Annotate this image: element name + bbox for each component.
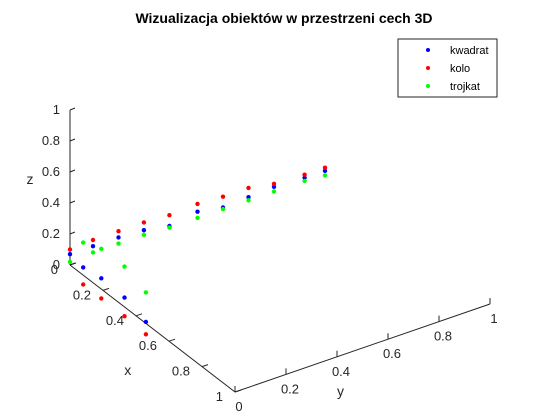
point-kwadrat — [81, 265, 86, 270]
axes-3d: 0 0.2 0.4 0.6 0.8 1 0 0.2 0.4 0.6 0.8 1 0 0.2 0.4 0.6… — [27, 102, 498, 414]
legend-marker-kwadrat — [426, 48, 430, 52]
x-tick-label: 0.6 — [139, 338, 157, 353]
point-kolo — [81, 282, 86, 287]
point-trojkat — [271, 189, 277, 194]
point-kolo — [195, 201, 200, 207]
x-tick-mark — [234, 389, 242, 393]
z-tick-mark — [69, 231, 76, 235]
point-kwadrat — [143, 319, 149, 325]
point-kolo — [67, 247, 73, 252]
x-tick-label: 0.2 — [73, 287, 91, 302]
z-axis-ticks: 0 0.2 0.4 0.6 0.8 1 — [42, 102, 76, 272]
point-trojkat — [90, 250, 96, 255]
z-tick-mark — [69, 200, 76, 204]
y-tick-label: 0.4 — [332, 364, 350, 379]
point-trojkat — [143, 290, 149, 295]
z-tick-mark — [69, 262, 76, 266]
point-trojkat — [195, 215, 200, 221]
point-kwadrat — [246, 195, 251, 200]
point-trojkat — [67, 259, 73, 265]
x-tick-mark — [102, 287, 110, 291]
point-trojkat — [141, 232, 147, 237]
z-axis-label: z — [27, 171, 34, 187]
point-kolo — [302, 172, 307, 177]
y-tick-label: 0.2 — [281, 381, 299, 396]
x-axis-label: x — [124, 362, 131, 378]
z-tick-label: 0.6 — [42, 164, 60, 179]
z-tick-mark — [69, 169, 76, 173]
legend-entry-kolo: kolo — [426, 63, 470, 75]
point-kolo — [220, 194, 226, 199]
x-tick-mark — [135, 313, 143, 317]
y-tick-label: 1 — [490, 311, 497, 326]
legend: kwadrat kolo trojkat — [397, 38, 498, 98]
x-axis-ticks: 0 0.2 0.4 0.6 0.8 1 — [51, 262, 242, 404]
point-trojkat — [122, 264, 127, 269]
point-kwadrat — [67, 252, 73, 257]
point-trojkat — [116, 241, 121, 246]
point-kolo — [116, 229, 121, 234]
z-tick-label: 0.8 — [42, 133, 60, 148]
point-kolo — [99, 296, 104, 301]
point-kolo — [90, 237, 96, 243]
point-kwadrat — [99, 276, 104, 281]
y-tick-label: 0 — [235, 399, 242, 414]
data-points — [67, 165, 328, 337]
point-kwadrat — [141, 228, 147, 233]
legend-label-trojkat: trojkat — [450, 81, 480, 93]
legend-marker-kolo — [426, 66, 430, 70]
legend-entry-trojkat: trojkat — [426, 81, 480, 93]
point-kolo — [322, 165, 328, 170]
x-tick-label: 1 — [216, 389, 223, 404]
z-tick-label: 0.2 — [42, 226, 60, 241]
point-trojkat — [246, 198, 251, 203]
point-kolo — [141, 220, 147, 225]
z-tick-mark — [69, 107, 76, 111]
point-kolo — [271, 181, 277, 186]
x-tick-label: 0 — [51, 262, 58, 277]
legend-label-kolo: kolo — [450, 63, 470, 75]
z-tick-label: 0.4 — [42, 195, 60, 210]
point-trojkat — [167, 225, 172, 230]
x-tick-label: 0.8 — [172, 364, 190, 379]
z-tick-label: 0 — [53, 257, 60, 272]
point-kolo — [246, 185, 251, 191]
z-tick-mark — [69, 138, 76, 142]
point-kwadrat — [195, 209, 200, 214]
x-tick-label: 0.4 — [106, 313, 124, 328]
legend-label-kwadrat: kwadrat — [450, 45, 489, 57]
legend-entry-kwadrat: kwadrat — [426, 45, 489, 57]
point-kwadrat — [116, 235, 121, 240]
y-tick-label: 0.8 — [434, 329, 452, 344]
y-axis-label: y — [337, 383, 344, 399]
point-trojkat — [99, 246, 104, 251]
point-kwadrat — [302, 175, 307, 180]
point-trojkat — [322, 173, 328, 178]
point-kolo — [167, 213, 172, 218]
point-trojkat — [302, 178, 307, 184]
legend-marker-trojkat — [426, 84, 430, 88]
point-kolo — [122, 314, 127, 319]
z-tick-label: 1 — [53, 102, 60, 117]
point-kolo — [143, 332, 149, 337]
y-axis-ticks: 0 0.2 0.4 0.6 0.8 1 — [234, 298, 498, 414]
point-kwadrat — [122, 295, 127, 300]
point-kwadrat — [322, 168, 328, 173]
x-tick-mark — [168, 338, 176, 342]
point-trojkat — [220, 206, 226, 212]
x-tick-mark — [201, 364, 209, 368]
y-tick-label: 0.6 — [383, 346, 401, 361]
legend-box — [397, 38, 498, 98]
point-kwadrat — [90, 244, 96, 249]
y-axis-line — [234, 303, 491, 393]
x-axis-line — [69, 264, 236, 393]
point-trojkat — [81, 240, 86, 245]
chart-title: Wizualizacja obiektów w przestrzeni cech… — [135, 10, 432, 26]
